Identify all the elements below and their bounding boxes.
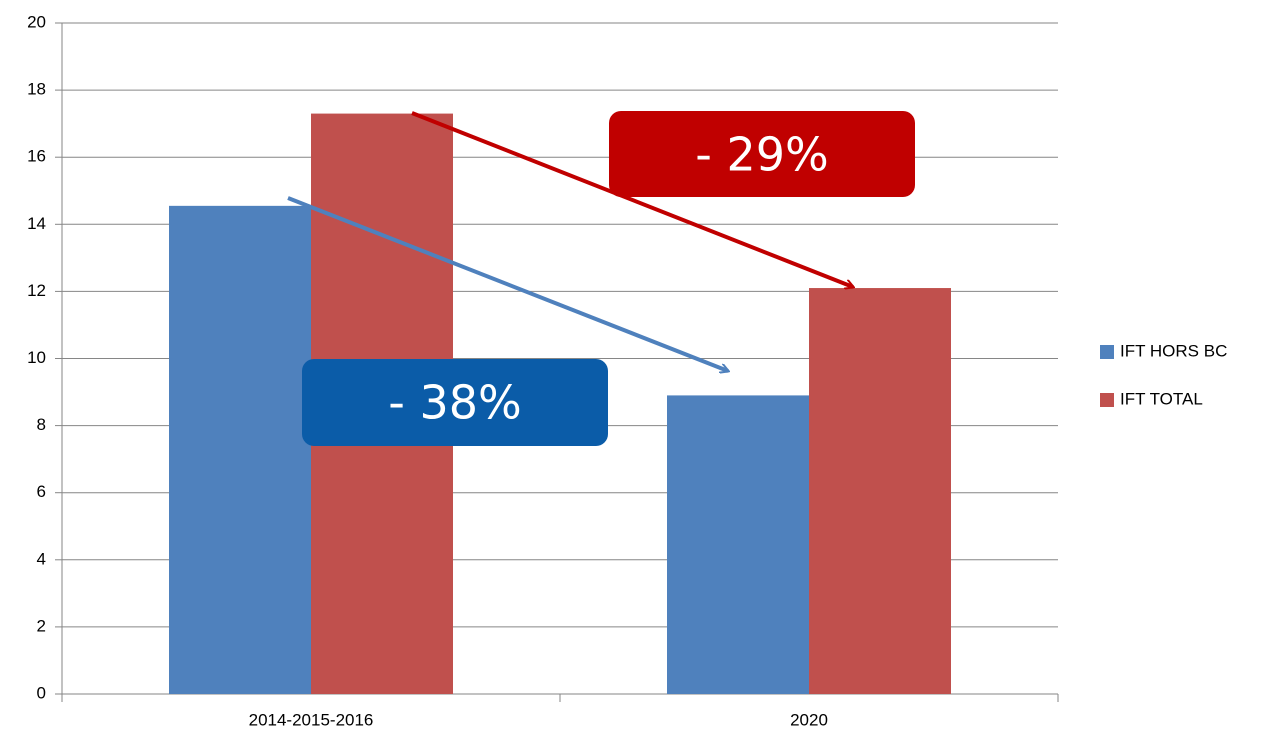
annotations: - 29% - 38%: [287, 111, 915, 446]
y-tick-label: 10: [27, 348, 46, 367]
y-tick-label: 14: [27, 214, 46, 233]
y-tick-label: 20: [27, 12, 46, 31]
y-tick-label: 18: [27, 80, 46, 99]
legend-swatch: [1100, 393, 1114, 407]
y-tick-label: 12: [27, 281, 46, 300]
annotation: - 29%: [695, 128, 828, 182]
y-tick-label: 4: [37, 549, 46, 568]
bar: [169, 205, 311, 694]
y-tick-label: 2: [37, 616, 46, 635]
arrow: [287, 196, 728, 371]
annotation: - 38%: [388, 376, 521, 430]
y-tick-label: 8: [37, 415, 46, 434]
annotation-box: [609, 111, 915, 197]
bar: [667, 395, 809, 694]
legend-label: IFT HORS BC: [1120, 341, 1227, 360]
legend-label: IFT TOTAL: [1120, 389, 1203, 408]
legend-swatch: [1100, 345, 1114, 359]
x-tick-label: 2020: [790, 710, 828, 729]
bar: [809, 288, 951, 694]
y-tick-label: 0: [37, 683, 46, 702]
annotation-box: [302, 359, 608, 446]
x-tick-label: 2014-2015-2016: [249, 710, 374, 729]
y-tick-label: 16: [27, 147, 46, 166]
y-tick-label: 6: [37, 482, 46, 501]
arrow: [411, 111, 853, 287]
